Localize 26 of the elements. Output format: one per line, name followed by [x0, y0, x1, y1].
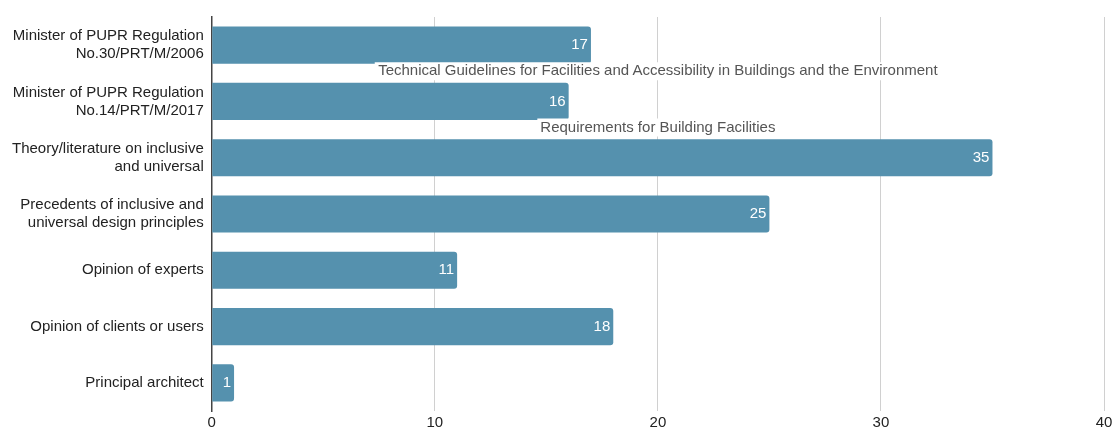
y-tick-label: Minister of PUPR Regulation No.14/PRT/M/2017 — [12, 82, 204, 118]
data-label: 11 — [438, 260, 455, 278]
x-tick-label: 10 — [426, 413, 444, 431]
y-tick-label: Precedents of inclusive and universal design principles — [20, 195, 204, 231]
data-label: 16 — [548, 91, 566, 109]
y-tick-label: Opinion of experts — [82, 260, 204, 278]
annotation: Technical Guidelines for Facilities and Accessibility in Buildings and the Environment — [378, 61, 939, 79]
annotation: Requirements for Building Facilities — [540, 117, 776, 135]
data-label: 1 — [222, 373, 232, 390]
bar — [212, 195, 770, 233]
data-label: 25 — [749, 204, 767, 222]
bar — [212, 364, 235, 402]
data-label: 18 — [593, 316, 611, 334]
x-tick-label: 20 — [649, 413, 667, 431]
y-tick-label: Minister of PUPR Regulation No.30/PRT/M/2006 — [12, 26, 204, 62]
bar — [212, 251, 458, 289]
y-tick-label: Opinion of clients or users — [30, 316, 204, 334]
bar — [212, 308, 614, 346]
data-label: 17 — [571, 35, 588, 53]
data-label: 35 — [972, 147, 990, 165]
x-tick-label: 30 — [872, 413, 890, 431]
x-tick-label: 40 — [1095, 413, 1113, 431]
y-tick-label: Principal architect — [85, 373, 205, 390]
y-tick-label: Theory/literature on inclusive and universal — [11, 138, 204, 174]
bar — [212, 139, 993, 177]
x-tick-label: 0 — [207, 413, 216, 431]
